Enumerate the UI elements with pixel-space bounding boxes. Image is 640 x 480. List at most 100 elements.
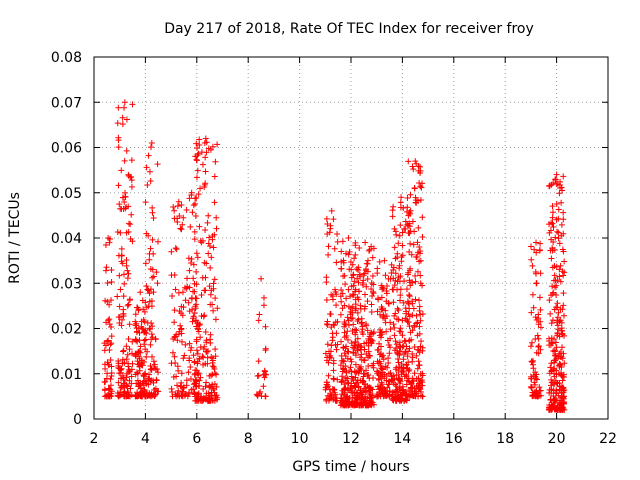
- data-point: [195, 396, 202, 403]
- data-point: [202, 135, 209, 142]
- data-point: [334, 341, 341, 348]
- data-point: [353, 401, 360, 408]
- data-point: [258, 393, 265, 400]
- data-point: [364, 298, 371, 305]
- data-point: [147, 391, 154, 398]
- data-point: [101, 379, 108, 386]
- data-point: [129, 238, 136, 245]
- data-point: [419, 311, 426, 318]
- data-point: [143, 283, 150, 290]
- data-point: [548, 335, 555, 342]
- data-point: [323, 279, 330, 286]
- data-point: [102, 297, 109, 304]
- data-point: [325, 251, 332, 258]
- data-point: [537, 270, 544, 277]
- data-point: [353, 389, 360, 396]
- data-point: [395, 359, 402, 366]
- data-point: [402, 315, 409, 322]
- data-point: [338, 391, 345, 398]
- data-point: [117, 286, 124, 293]
- data-point: [391, 312, 398, 319]
- data-point: [137, 349, 144, 356]
- data-point: [377, 382, 384, 389]
- data-point: [128, 211, 135, 218]
- data-point: [124, 302, 131, 309]
- data-point: [383, 298, 390, 305]
- data-point: [354, 379, 361, 386]
- data-point: [417, 183, 424, 190]
- data-point: [149, 209, 156, 216]
- data-point: [417, 317, 424, 324]
- data-point: [207, 331, 214, 338]
- data-point: [212, 393, 219, 400]
- data-point: [329, 337, 336, 344]
- data-point: [408, 336, 415, 343]
- data-point: [362, 387, 369, 394]
- data-point: [341, 329, 348, 336]
- data-point: [379, 381, 386, 388]
- data-point: [339, 238, 346, 245]
- data-point: [179, 388, 186, 395]
- data-point: [405, 158, 412, 165]
- data-point: [353, 369, 360, 376]
- data-point: [352, 251, 359, 258]
- data-point: [115, 393, 122, 400]
- data-point: [210, 280, 217, 287]
- data-point: [330, 367, 337, 374]
- data-point: [375, 383, 382, 390]
- data-point: [370, 360, 377, 367]
- data-point: [345, 235, 352, 241]
- data-point: [327, 310, 334, 317]
- data-point: [188, 344, 195, 351]
- data-point: [550, 179, 557, 186]
- axis-ticks: [93, 56, 609, 420]
- data-point: [393, 383, 400, 390]
- data-point: [125, 171, 132, 178]
- data-point: [108, 279, 115, 286]
- data-point: [383, 283, 390, 290]
- data-point: [395, 396, 402, 403]
- data-point: [182, 297, 189, 304]
- data-point: [198, 292, 205, 299]
- data-point: [121, 359, 128, 366]
- data-point: [185, 299, 192, 306]
- data-point: [545, 335, 552, 342]
- data-point: [121, 280, 128, 287]
- data-point: [195, 150, 202, 157]
- data-point: [408, 251, 415, 258]
- data-point: [350, 349, 357, 356]
- data-point: [143, 380, 150, 387]
- y-tick-label: 0.07: [51, 95, 82, 111]
- data-point: [411, 343, 418, 350]
- data-point: [413, 352, 420, 359]
- data-point: [402, 396, 409, 403]
- data-point: [359, 377, 366, 384]
- data-point: [397, 286, 404, 293]
- data-point: [415, 347, 422, 354]
- data-point: [338, 248, 345, 255]
- data-point: [549, 379, 556, 386]
- data-point: [368, 336, 375, 343]
- data-point: [346, 368, 353, 375]
- data-point: [415, 224, 422, 231]
- data-point: [353, 305, 360, 312]
- data-point: [209, 363, 216, 370]
- data-point: [390, 299, 397, 306]
- data-point: [536, 392, 543, 399]
- data-point: [377, 311, 384, 318]
- data-point: [154, 161, 161, 168]
- data-point: [333, 259, 340, 266]
- data-point: [366, 246, 373, 253]
- data-point: [115, 379, 122, 386]
- data-point: [146, 325, 153, 332]
- data-point: [190, 288, 197, 295]
- data-point: [203, 348, 210, 355]
- data-point: [126, 377, 133, 384]
- data-point: [560, 272, 567, 279]
- data-point: [406, 267, 413, 274]
- data-point: [147, 177, 154, 184]
- data-point: [120, 347, 127, 354]
- data-point: [392, 338, 399, 345]
- data-point: [350, 291, 357, 298]
- data-point: [533, 280, 540, 287]
